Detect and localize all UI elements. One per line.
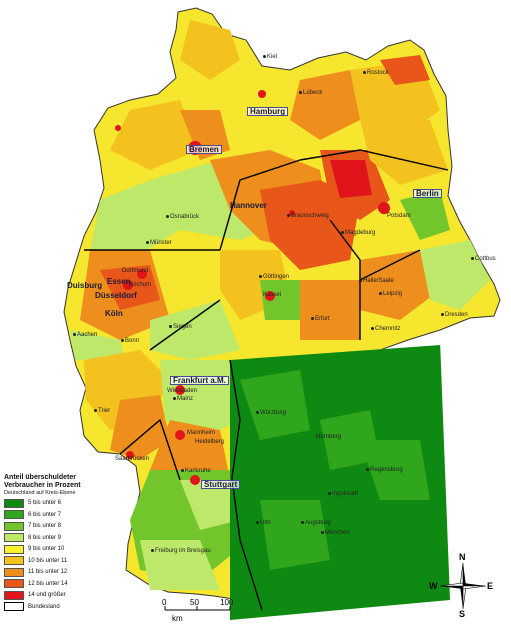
- city-hamburg: Hamburg: [247, 107, 289, 116]
- legend-row: 14 und größer: [4, 590, 96, 600]
- legend-label: 5 bis unter 6: [28, 500, 62, 506]
- city-wuerzburg: Würzburg: [255, 410, 287, 417]
- city-duesseldorf: Düsseldorf: [95, 291, 137, 300]
- legend-swatch: [4, 579, 24, 588]
- city-aachen: Aachen: [72, 332, 98, 339]
- city-regensburg: Regensburg: [365, 467, 404, 474]
- city-freiburg: Freiburg im Breisgau: [150, 548, 212, 555]
- city-erfurt: Erfurt: [310, 316, 331, 323]
- scale-tick-50: 50: [190, 598, 199, 607]
- scale-tick-100: 100: [220, 598, 234, 607]
- city-ulm: Ulm: [255, 520, 272, 527]
- legend-swatch: [4, 556, 24, 565]
- legend-label: 11 bis unter 12: [28, 569, 68, 575]
- legend-label: 12 bis unter 14: [28, 580, 68, 587]
- city-mainz: Mainz: [172, 396, 194, 403]
- city-dresden: Dresden: [440, 312, 469, 319]
- legend-row: 5 bis unter 6: [4, 498, 96, 508]
- city-luebeck: Lübeck: [298, 90, 323, 97]
- legend-row: 8 bis unter 9: [4, 533, 96, 543]
- legend-swatch: [4, 590, 24, 600]
- city-halle: Halle/Saale: [358, 278, 395, 285]
- city-bonn: Bonn: [120, 338, 140, 345]
- city-muenster: Münster: [145, 240, 173, 247]
- legend-label: 14 und größer: [28, 592, 66, 598]
- city-magdeburg: Magdeburg: [340, 230, 376, 237]
- legend-label: 7 bis unter 8: [28, 523, 62, 529]
- city-berlin: Berlin: [413, 189, 442, 198]
- scale-unit: km: [172, 614, 183, 623]
- legend-title-line2: Verbraucher in Prozent: [4, 482, 81, 489]
- city-essen: Essen: [107, 277, 131, 286]
- city-bremen: Bremen: [186, 145, 222, 154]
- map-legend: Anteil überschuldeter Verbraucher in Pro…: [4, 474, 96, 613]
- city-goettingen: Göttingen: [258, 274, 290, 281]
- legend-swatch: [4, 602, 24, 611]
- city-rostock: Rostock: [362, 70, 390, 77]
- legend-swatch: [4, 567, 24, 577]
- city-frankfurt: Frankfurt a.M.: [170, 376, 229, 385]
- city-augsburg: Augsburg: [300, 520, 332, 527]
- legend-row: 10 bis unter 11: [4, 556, 96, 566]
- legend-swatch: [4, 498, 24, 508]
- scale-tick-0: 0: [162, 598, 167, 607]
- city-saarbruecken: Saarbrücken: [115, 456, 150, 462]
- city-dortmund: Dortmund: [122, 268, 149, 274]
- legend-swatch: [4, 544, 24, 554]
- compass-rose: N E S W: [429, 552, 494, 619]
- legend-row: Bundesland: [4, 602, 96, 612]
- city-kiel: Kiel: [262, 54, 278, 61]
- legend-swatch: [4, 510, 24, 519]
- city-osnabrueck: Osnabrück: [165, 214, 200, 221]
- legend-label: 9 bis unter 10: [28, 546, 65, 552]
- city-chemnitz: Chemnitz: [370, 326, 401, 333]
- city-stuttgart: Stuttgart: [201, 480, 241, 489]
- city-kassel: Kassel: [263, 292, 282, 298]
- city-duisburg: Duisburg: [67, 281, 103, 290]
- legend-swatch: [4, 533, 24, 542]
- legend-row: 12 bis unter 14: [4, 579, 96, 589]
- legend-title-line1: Anteil überschuldeter: [4, 474, 76, 481]
- legend-label: 6 bis unter 7: [28, 511, 62, 518]
- legend-label: 10 bis unter 11: [28, 557, 68, 564]
- city-siegen: Siegen: [168, 324, 193, 331]
- legend-row: 11 bis unter 12: [4, 567, 96, 577]
- city-karlsruhe: Karlsruhe: [180, 468, 212, 475]
- city-braunschweig: Braunschweig: [286, 213, 330, 220]
- city-cottbus: Cottbus: [470, 256, 497, 263]
- compass-w: W: [429, 581, 438, 591]
- legend-row: 7 bis unter 8: [4, 521, 96, 531]
- city-hannover: Hannover: [230, 201, 267, 210]
- legend-swatch: [4, 521, 24, 531]
- compass-e: E: [487, 581, 494, 591]
- city-trier: Trier: [93, 408, 111, 415]
- scale-bar: 0 50 100 km: [160, 598, 240, 628]
- city-ingolstadt: Ingolstadt: [327, 491, 359, 498]
- city-koeln: Köln: [105, 309, 123, 318]
- city-leipzig: Leipzig: [378, 291, 403, 298]
- city-muenchen: München: [320, 530, 351, 537]
- legend-subtitle: Deutschland auf Kreis-Ebene: [4, 490, 76, 496]
- compass-s: S: [459, 609, 466, 619]
- legend-row: 9 bis unter 10: [4, 544, 96, 554]
- legend-row: 6 bis unter 7: [4, 510, 96, 520]
- city-wiesbaden: Wiesbaden: [167, 388, 198, 394]
- city-nuernberg: Nürnberg: [316, 434, 342, 440]
- compass-n: N: [459, 552, 466, 562]
- city-mannheim: Mannheim: [187, 430, 216, 436]
- city-bochum: Bochum: [129, 282, 152, 288]
- legend-label: 8 bis unter 9: [28, 534, 62, 541]
- city-potsdam: Potsdam: [387, 213, 411, 219]
- city-heidelberg: Heidelberg: [195, 439, 225, 445]
- legend-label: Bundesland: [28, 603, 60, 610]
